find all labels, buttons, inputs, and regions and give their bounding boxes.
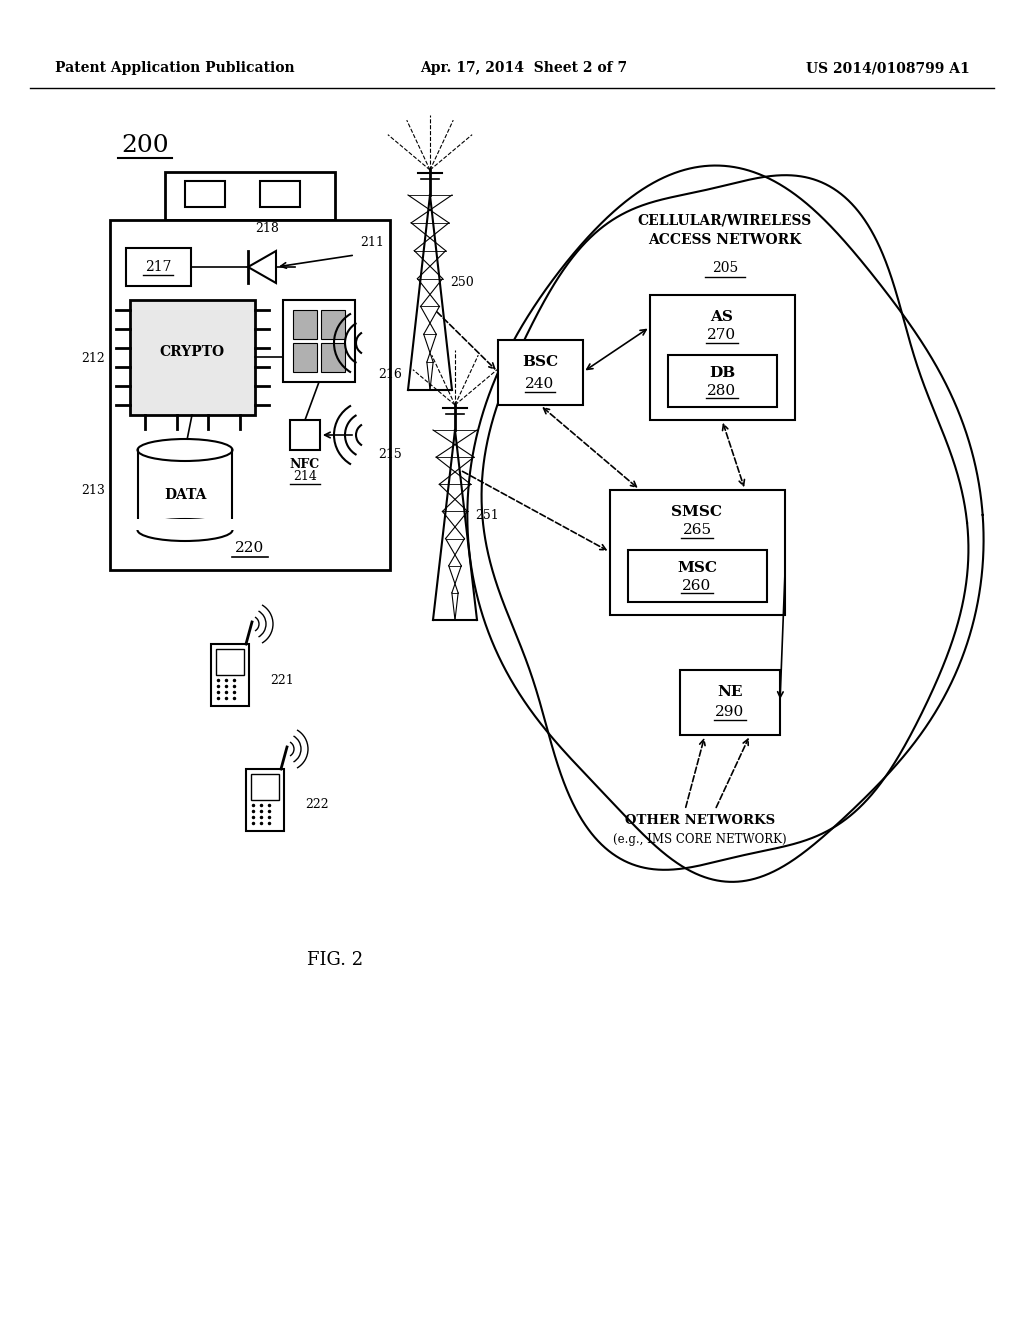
Text: CRYPTO: CRYPTO (160, 345, 224, 359)
Text: 222: 222 (305, 799, 329, 812)
Bar (290, 420, 319, 450)
Bar (293, 343, 317, 372)
Bar (680, 671, 780, 735)
Bar (211, 644, 249, 706)
Text: DB: DB (709, 366, 735, 380)
Text: 251: 251 (475, 510, 499, 521)
Bar (293, 310, 317, 339)
Bar (185, 181, 225, 207)
Bar (216, 649, 244, 675)
Text: OTHER NETWORKS: OTHER NETWORKS (625, 813, 775, 826)
Text: 221: 221 (270, 673, 294, 686)
Bar (138, 450, 233, 531)
Ellipse shape (137, 519, 232, 541)
Text: 205: 205 (712, 261, 738, 275)
Bar (130, 300, 255, 414)
Polygon shape (248, 251, 276, 282)
Bar (321, 343, 345, 372)
Bar (628, 550, 767, 602)
Bar (610, 490, 785, 615)
Text: DATA: DATA (164, 488, 206, 502)
Text: CELLULAR/WIRELESS: CELLULAR/WIRELESS (638, 213, 812, 227)
Text: MSC: MSC (677, 561, 717, 576)
Text: Apr. 17, 2014  Sheet 2 of 7: Apr. 17, 2014 Sheet 2 of 7 (420, 61, 627, 75)
Bar (321, 310, 345, 339)
Text: 220: 220 (236, 541, 264, 554)
Text: BSC: BSC (522, 355, 558, 370)
Ellipse shape (137, 440, 232, 461)
Text: ACCESS NETWORK: ACCESS NETWORK (648, 234, 802, 247)
Polygon shape (467, 165, 984, 882)
Text: FIG. 2: FIG. 2 (307, 950, 364, 969)
Text: 200: 200 (121, 133, 169, 157)
Text: 260: 260 (682, 579, 712, 593)
Bar (283, 300, 355, 381)
Bar (251, 774, 279, 800)
Text: 213: 213 (81, 483, 105, 496)
Text: 214: 214 (293, 470, 317, 483)
Text: 265: 265 (682, 523, 712, 537)
Bar (126, 248, 191, 286)
Text: 270: 270 (708, 327, 736, 342)
Text: 240: 240 (525, 378, 555, 391)
Bar (110, 220, 390, 570)
Bar (498, 341, 583, 405)
Text: NE: NE (717, 685, 742, 700)
Bar (668, 355, 777, 407)
Bar (136, 519, 234, 531)
Text: (e.g., IMS CORE NETWORK): (e.g., IMS CORE NETWORK) (613, 833, 786, 846)
Bar (165, 172, 335, 220)
Text: SMSC: SMSC (672, 506, 723, 519)
Text: 218: 218 (255, 222, 279, 235)
Text: 215: 215 (378, 449, 401, 462)
Bar (246, 770, 284, 832)
Text: 211: 211 (360, 235, 384, 248)
Bar (650, 294, 795, 420)
Text: 280: 280 (708, 384, 736, 399)
Bar (260, 181, 300, 207)
Text: Patent Application Publication: Patent Application Publication (55, 61, 295, 75)
Text: 290: 290 (716, 705, 744, 719)
Text: 212: 212 (81, 351, 105, 364)
Text: 217: 217 (144, 260, 171, 275)
Text: US 2014/0108799 A1: US 2014/0108799 A1 (806, 61, 970, 75)
Text: AS: AS (711, 310, 733, 323)
Text: 250: 250 (450, 276, 474, 289)
Text: NFC: NFC (290, 458, 321, 471)
Text: 216: 216 (378, 368, 401, 381)
